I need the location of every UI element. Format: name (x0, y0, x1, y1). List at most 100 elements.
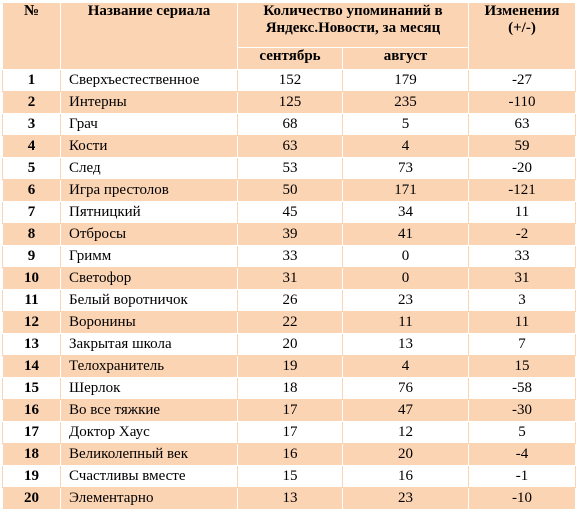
table-cell: 7 (2, 201, 61, 224)
table-cell: 26 (237, 289, 343, 312)
table-cell: 22 (237, 311, 343, 334)
table-cell: -121 (468, 179, 576, 202)
table-cell: 171 (342, 179, 469, 202)
table-cell: 33 (237, 245, 343, 268)
table-cell: 20 (237, 333, 343, 356)
table-cell: Белый воротничок (60, 289, 238, 312)
table-row: 2 Интерны 125 235 -110 (2, 91, 576, 114)
table-cell: 41 (342, 223, 469, 246)
table-cell: След (60, 157, 238, 180)
table-row: 12 Воронины 22 11 11 (2, 311, 576, 334)
table-cell: 68 (237, 113, 343, 136)
table-cell: 31 (468, 267, 576, 290)
table-cell: 23 (342, 487, 469, 510)
table-cell: Доктор Хаус (60, 421, 238, 444)
table-cell: 17 (237, 421, 343, 444)
table-cell: 14 (2, 355, 61, 378)
table-row: 6 Игра престолов 50 171 -121 (2, 179, 576, 202)
table-cell: 50 (237, 179, 343, 202)
table-cell: Шерлок (60, 377, 238, 400)
table-row: 7 Пятницкий 45 34 11 (2, 201, 576, 224)
table-cell: 63 (468, 113, 576, 136)
table-cell: 17 (2, 421, 61, 444)
table-row: 13 Закрытая школа 20 13 7 (2, 333, 576, 356)
table-cell: 11 (468, 201, 576, 224)
table-cell: 76 (342, 377, 469, 400)
header-cell: Изменения (+/-) (468, 2, 576, 70)
table-cell: Отбросы (60, 223, 238, 246)
table-cell: 16 (237, 443, 343, 466)
table-cell: Во все тяжкие (60, 399, 238, 422)
table-cell: 16 (2, 399, 61, 422)
header-cell: сентябрь (237, 47, 343, 70)
table-cell: 12 (2, 311, 61, 334)
table-cell: 6 (2, 179, 61, 202)
table-cell: -58 (468, 377, 576, 400)
table-cell: 4 (2, 135, 61, 158)
table-cell: 20 (342, 443, 469, 466)
table-cell: 34 (342, 201, 469, 224)
table-cell: 31 (237, 267, 343, 290)
table-cell: 15 (237, 465, 343, 488)
table-cell: 53 (237, 157, 343, 180)
table-row: 5 След 53 73 -20 (2, 157, 576, 180)
table-cell: 73 (342, 157, 469, 180)
table-cell: -20 (468, 157, 576, 180)
table-cell: 179 (342, 69, 469, 92)
table-cell: 13 (342, 333, 469, 356)
table-cell: 9 (2, 245, 61, 268)
table-cell: 7 (468, 333, 576, 356)
table-cell: 3 (468, 289, 576, 312)
table-row: 20 Элементарно 13 23 -10 (2, 487, 576, 510)
table-cell: 13 (2, 333, 61, 356)
table-cell: 33 (468, 245, 576, 268)
table-cell: 12 (342, 421, 469, 444)
table-cell: 39 (237, 223, 343, 246)
table-row: 16 Во все тяжкие 17 47 -30 (2, 399, 576, 422)
table-header: № Название сериала Количество упоминаний… (2, 2, 576, 70)
table-cell: 11 (2, 289, 61, 312)
table-cell: Интерны (60, 91, 238, 114)
table-cell: Светофор (60, 267, 238, 290)
table-cell: 45 (237, 201, 343, 224)
table-cell: 5 (468, 421, 576, 444)
table-row: 19 Счастливы вместе 15 16 -1 (2, 465, 576, 488)
table-cell: Великолепный век (60, 443, 238, 466)
table-cell: 17 (237, 399, 343, 422)
table-cell: Элементарно (60, 487, 238, 510)
table-cell: 8 (2, 223, 61, 246)
table-cell: 0 (342, 267, 469, 290)
header-cell: август (342, 47, 469, 70)
table-cell: -4 (468, 443, 576, 466)
table-cell: -2 (468, 223, 576, 246)
table-row: 3 Грач 68 5 63 (2, 113, 576, 136)
table-cell: 11 (342, 311, 469, 334)
table-cell: Игра престолов (60, 179, 238, 202)
table-cell: Воронины (60, 311, 238, 334)
table-row: 18 Великолепный век 16 20 -4 (2, 443, 576, 466)
table-row: 10 Светофор 31 0 31 (2, 267, 576, 290)
table-cell: Счастливы вместе (60, 465, 238, 488)
table-cell: 13 (237, 487, 343, 510)
table-cell: 0 (342, 245, 469, 268)
table-cell: 4 (342, 355, 469, 378)
table-cell: 4 (342, 135, 469, 158)
table-body: 1 Сверхъестественное 152 179 -27 2 Интерны 125 2… (2, 69, 576, 510)
table-cell: 23 (342, 289, 469, 312)
table-cell: 20 (2, 487, 61, 510)
table-cell: -10 (468, 487, 576, 510)
table-cell: 19 (2, 465, 61, 488)
table-cell: 16 (342, 465, 469, 488)
header-cell: Название сериала (60, 2, 238, 70)
table-row: 17 Доктор Хаус 17 12 5 (2, 421, 576, 444)
table-row: 15 Шерлок 18 76 -58 (2, 377, 576, 400)
table-cell: Кости (60, 135, 238, 158)
ratings-table: № Название сериала Количество упоминаний… (2, 2, 576, 510)
table-cell: Сверхъестественное (60, 69, 238, 92)
table-cell: 5 (342, 113, 469, 136)
table-cell: 18 (237, 377, 343, 400)
table-cell: 18 (2, 443, 61, 466)
table-cell: 235 (342, 91, 469, 114)
table-cell: 2 (2, 91, 61, 114)
